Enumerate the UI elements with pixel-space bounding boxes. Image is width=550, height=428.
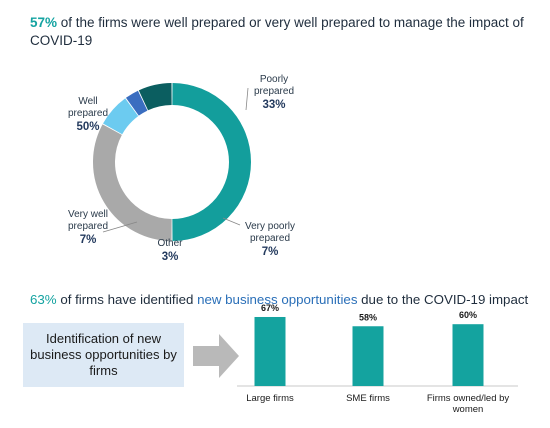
bar-sme-firms: [352, 326, 384, 386]
identification-box: Identification of new business opportuni…: [23, 323, 184, 387]
donut-label-value: 7%: [80, 234, 97, 246]
donut-slice-very-well-prepared: [138, 83, 173, 111]
donut-label-well-prepared: Well prepared 50%: [68, 96, 108, 133]
bar-firms-owned-led-by-women: [452, 324, 484, 386]
donut-label-name: Very poorly prepared: [245, 221, 295, 244]
donut-slice-poorly-prepared: [93, 124, 173, 241]
bar-value-label: 60%: [459, 310, 477, 320]
identification-box-text: Identification of new business opportuni…: [30, 331, 177, 378]
donut-slice-very-poorly-prepared: [103, 98, 139, 135]
donut-label-value: 3%: [162, 251, 179, 263]
donut-leader-line: [102, 221, 138, 233]
headline-highlight: 57%: [30, 15, 58, 30]
donut-slice-other: [125, 90, 148, 116]
opportunities-text-before: of firms have identified: [56, 292, 198, 307]
opportunities-highlight: new business opportunities: [197, 292, 358, 307]
donut-label-very-poorly-prepared: Very poorly prepared 7%: [222, 217, 295, 258]
donut-label-other: Other 3%: [157, 238, 183, 263]
donut-label-value: 33%: [262, 99, 285, 111]
opportunities-text-after: due to the COVID-19 impact: [357, 292, 529, 307]
donut-label-poorly-prepared: Poorly prepared 33%: [245, 74, 294, 111]
donut-label-very-well-prepared: Very well prepared 7%: [68, 209, 138, 246]
donut-slice-well-prepared: [171, 83, 251, 241]
donut-label-name: Other: [157, 238, 183, 249]
donut-leader-line: [222, 217, 241, 226]
opportunities-pct: 63%: [30, 292, 57, 307]
donut-label-value: 50%: [76, 121, 99, 133]
bar-large-firms: [254, 316, 286, 386]
donut-label-name: Very well prepared: [68, 209, 108, 232]
preparedness-donut-chart: Well prepared 50% Poorly prepared 33% Very poo…: [68, 74, 295, 263]
bar-category-label: Large firms: [246, 393, 294, 404]
donut-label-name: Poorly prepared: [254, 74, 294, 97]
donut-label-value: 7%: [262, 246, 279, 258]
opportunities-headline: 63% of firms have identified new busines…: [30, 291, 540, 309]
bar-category-label: SME firms: [346, 393, 390, 404]
donut-label-name: Well prepared: [68, 96, 108, 119]
arrow-right-icon: [193, 334, 239, 378]
bar-value-label: 58%: [359, 312, 377, 322]
donut-leader-line: [245, 87, 249, 111]
bar-category-label: Firms owned/led by women: [427, 393, 510, 415]
donut-headline: 57% of the firms were well prepared or v…: [30, 14, 530, 50]
headline-text: of the firms were well prepared or very …: [30, 15, 524, 48]
